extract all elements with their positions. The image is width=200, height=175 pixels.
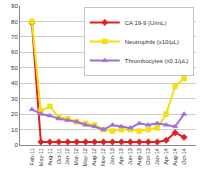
svg-text:Feb-11: Feb-11	[29, 148, 35, 165]
svg-text:Jun-13: Jun-13	[127, 148, 133, 165]
svg-text:Apr-13: Apr-13	[118, 148, 124, 165]
svg-text:Thrombocytes (x0.1/µL): Thrombocytes (x0.1/µL)	[125, 58, 188, 64]
svg-text:Neutrophils (x10/µL): Neutrophils (x10/µL)	[125, 39, 179, 45]
svg-text:20: 20	[11, 111, 18, 117]
svg-text:70: 70	[11, 34, 18, 40]
svg-text:10: 10	[11, 127, 18, 133]
svg-text:Jan-12: Jan-12	[65, 148, 71, 165]
svg-text:40: 40	[11, 80, 18, 86]
svg-text:Apr-14: Apr-14	[163, 148, 169, 165]
svg-text:Nov-12: Nov-12	[100, 148, 106, 166]
svg-text:Oct-13: Oct-13	[145, 148, 151, 165]
svg-text:Mar-12: Mar-12	[73, 148, 79, 165]
svg-text:80: 80	[11, 19, 18, 25]
svg-text:Aug-13: Aug-13	[136, 148, 142, 166]
svg-text:Aug-14: Aug-14	[172, 148, 178, 166]
svg-text:Aug-11: Aug-11	[47, 148, 53, 165]
svg-text:Oct-11: Oct-11	[56, 148, 62, 164]
svg-text:May-12: May-12	[82, 148, 88, 166]
svg-text:30: 30	[11, 96, 18, 102]
svg-text:Oct-14: Oct-14	[181, 148, 187, 165]
svg-text:60: 60	[11, 49, 18, 55]
svg-text:Jan-13: Jan-13	[109, 148, 115, 165]
svg-text:0: 0	[14, 142, 18, 148]
svg-text:Jan-14: Jan-14	[154, 148, 160, 165]
svg-text:CA 19-9 (U/mL): CA 19-9 (U/mL)	[125, 20, 167, 26]
svg-text:May-11: May-11	[38, 148, 44, 166]
svg-text:50: 50	[11, 65, 18, 71]
svg-text:Aug-12: Aug-12	[91, 148, 97, 166]
svg-text:90: 90	[11, 3, 18, 9]
